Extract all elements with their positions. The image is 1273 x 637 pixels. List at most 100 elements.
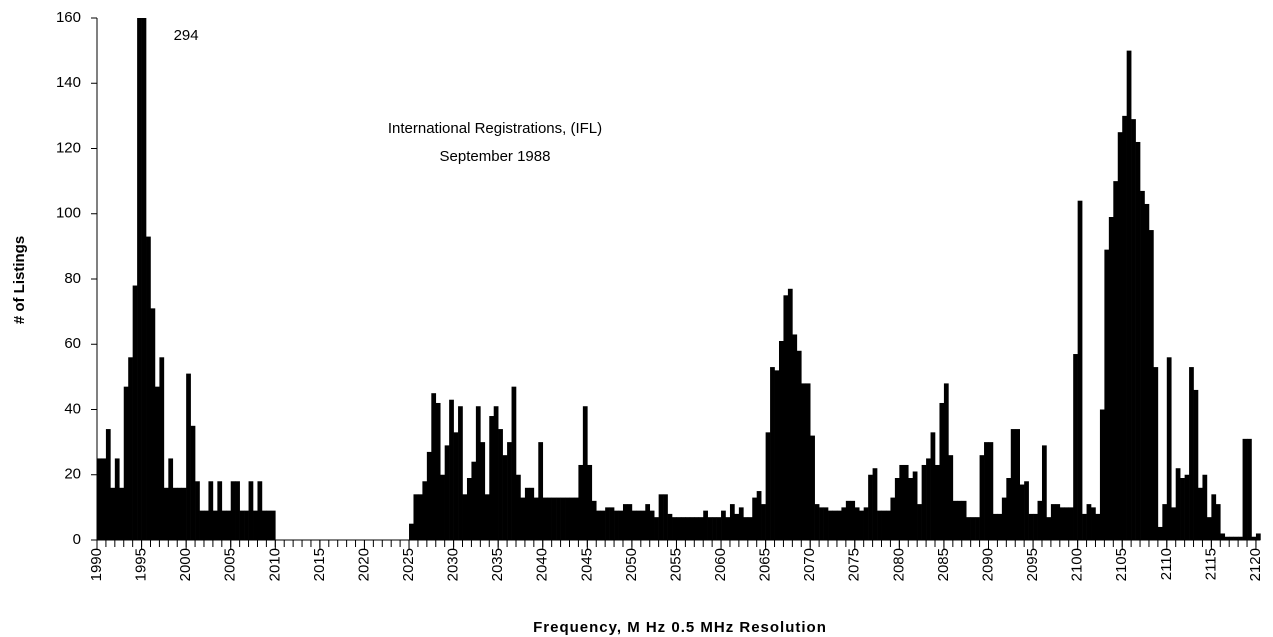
bar xyxy=(489,416,495,540)
bar xyxy=(627,504,633,540)
y-tick-label: 0 xyxy=(73,531,81,548)
bar xyxy=(493,406,499,540)
bar xyxy=(1242,438,1248,540)
bar xyxy=(984,442,989,540)
bar xyxy=(636,510,642,540)
bar xyxy=(154,386,160,540)
x-tick-label: 2055 xyxy=(667,548,684,581)
bar xyxy=(114,458,120,540)
bar xyxy=(177,487,182,540)
bar xyxy=(1162,504,1168,540)
bar xyxy=(1180,478,1185,540)
bar xyxy=(498,429,503,540)
bar xyxy=(801,383,807,540)
x-tick-label: 2110 xyxy=(1158,548,1175,580)
bar xyxy=(1220,533,1226,540)
bar xyxy=(1126,50,1132,540)
bar xyxy=(1019,484,1025,540)
bar xyxy=(1113,181,1119,540)
bar xyxy=(885,510,891,540)
x-tick-label: 2050 xyxy=(623,548,640,581)
bar xyxy=(828,510,833,540)
bar xyxy=(168,458,174,540)
bar xyxy=(667,513,673,540)
bar xyxy=(752,497,758,540)
bar xyxy=(97,458,102,540)
x-tick-label: 2090 xyxy=(979,548,996,581)
bar xyxy=(1175,468,1181,540)
y-tick-label: 80 xyxy=(64,270,81,287)
bar xyxy=(596,510,601,540)
bar xyxy=(533,497,539,540)
bar xyxy=(1050,504,1056,540)
bar xyxy=(631,510,637,540)
bar xyxy=(948,455,954,540)
bar xyxy=(466,478,472,540)
bar xyxy=(101,458,107,540)
bar xyxy=(1001,497,1007,540)
bar xyxy=(622,504,628,540)
bar xyxy=(881,510,887,540)
x-tick-label: 2020 xyxy=(355,548,372,581)
bar xyxy=(105,429,111,540)
bar xyxy=(1166,357,1172,540)
bar xyxy=(212,510,218,540)
bar xyxy=(819,507,824,540)
bar xyxy=(689,517,695,540)
bar xyxy=(1238,536,1243,540)
bar xyxy=(1033,513,1038,540)
x-tick-label: 2065 xyxy=(757,548,774,581)
bar xyxy=(141,18,147,540)
bar xyxy=(743,517,749,540)
y-tick-label: 140 xyxy=(56,74,81,91)
bar xyxy=(163,487,169,540)
bar xyxy=(426,451,432,540)
bar xyxy=(1064,507,1070,540)
bar xyxy=(199,510,205,540)
bar xyxy=(894,478,900,540)
x-tick-label: 2010 xyxy=(266,548,283,581)
bar xyxy=(172,487,178,540)
bar xyxy=(217,481,223,540)
bar xyxy=(413,494,419,540)
bar xyxy=(836,510,842,540)
y-tick-label: 120 xyxy=(56,139,81,156)
bar xyxy=(645,504,651,540)
bar xyxy=(979,455,985,540)
bar xyxy=(248,481,254,540)
bar xyxy=(854,507,860,540)
bar xyxy=(859,510,864,540)
bar xyxy=(444,445,450,540)
bar xyxy=(1255,533,1261,540)
bar xyxy=(943,383,949,540)
bar xyxy=(484,494,490,540)
bar xyxy=(899,464,905,540)
bar xyxy=(1131,119,1136,540)
x-tick-label: 2030 xyxy=(445,548,462,581)
bar xyxy=(146,236,151,540)
bar xyxy=(1247,438,1252,540)
bar xyxy=(538,442,544,540)
bar xyxy=(1117,132,1123,540)
bar xyxy=(1059,507,1065,540)
bar xyxy=(1233,536,1239,540)
bar xyxy=(511,386,517,540)
x-tick-label: 2100 xyxy=(1069,548,1086,581)
bar xyxy=(966,517,971,540)
bar xyxy=(261,510,267,540)
bar xyxy=(1037,500,1043,540)
x-tick-label: 2035 xyxy=(489,548,506,581)
bar xyxy=(988,442,994,540)
bar xyxy=(1184,474,1190,540)
bar xyxy=(738,507,744,540)
bar xyxy=(1157,526,1163,540)
bar xyxy=(814,504,820,540)
y-axis-label: # of Listings xyxy=(11,236,28,324)
bar xyxy=(716,517,722,540)
bar xyxy=(957,500,963,540)
bar xyxy=(823,507,829,540)
bar xyxy=(159,357,165,540)
bar xyxy=(239,510,245,540)
bar xyxy=(573,497,579,540)
